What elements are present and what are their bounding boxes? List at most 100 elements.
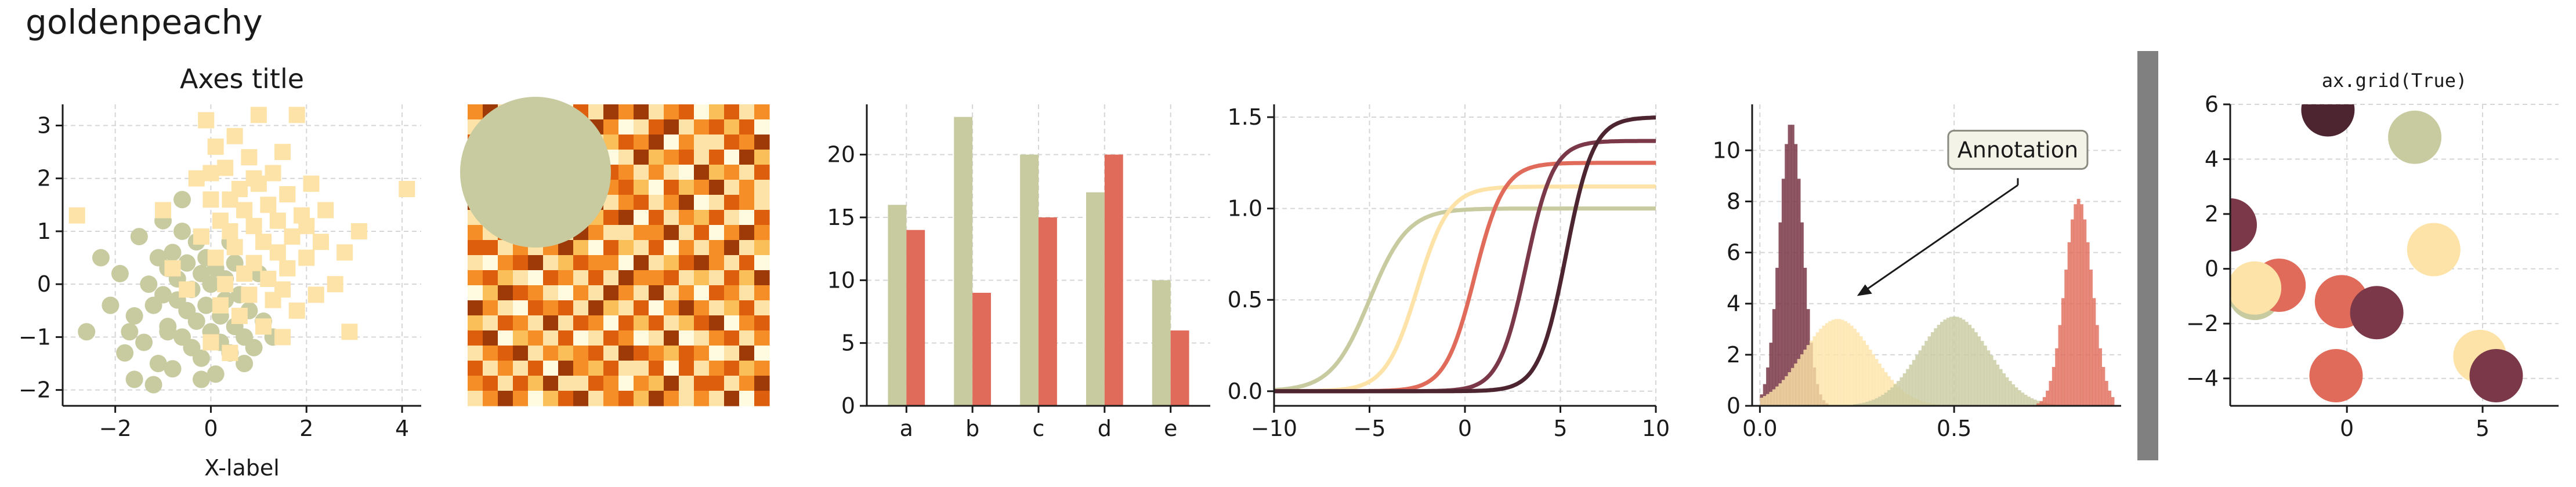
histogram-bar <box>2008 381 2012 406</box>
heatmap-cell <box>573 391 589 406</box>
histogram-bar <box>1893 384 1897 406</box>
x-tick-label: −5 <box>1353 416 1385 441</box>
heatmap-cell <box>483 300 498 316</box>
heatmap-cell <box>588 346 604 361</box>
histogram-bar <box>1971 328 1975 406</box>
histogram-bar <box>1769 391 1773 406</box>
heatmap-cell <box>618 315 634 331</box>
histogram-bar <box>2101 366 2105 406</box>
y-tick-label: 10 <box>827 267 855 293</box>
y-tick-label: 20 <box>827 142 855 168</box>
y-tick-label: 3 <box>37 112 51 138</box>
x-tick-label: a <box>900 416 913 441</box>
histogram-bar <box>1781 179 1785 406</box>
annotation-text: Annotation <box>1958 137 2078 162</box>
heatmap-cell <box>649 346 664 361</box>
heatmap-cell <box>709 240 725 256</box>
scatter-point-square <box>279 186 296 203</box>
heatmap-cell <box>754 150 770 165</box>
heatmap-cell <box>679 150 694 165</box>
heatmap-cell <box>679 135 694 150</box>
heatmap-cell <box>543 315 559 331</box>
heatmap-cell <box>664 180 679 195</box>
histogram-bar <box>1837 319 1841 406</box>
heatmap-cell <box>483 270 498 286</box>
scatter-point-square <box>255 234 272 250</box>
heatmap-cell <box>558 376 574 391</box>
histogram-bar <box>2005 377 2009 406</box>
x-tick-label: 10 <box>1642 416 1670 441</box>
heatmap-cell <box>603 225 619 241</box>
scatter-point-circle <box>178 254 196 272</box>
heatmap-cell <box>543 391 559 406</box>
heatmap-cell <box>634 376 649 391</box>
heatmap-cell <box>603 104 619 120</box>
histogram-bar <box>1980 341 1984 406</box>
histogram-bar <box>2095 325 2099 406</box>
heatmap-cell <box>694 240 710 256</box>
histogram-bar <box>1828 321 1832 406</box>
histogram-bar <box>1763 396 1767 406</box>
heatmap-cell <box>679 330 694 346</box>
scatter-point-square <box>265 165 281 181</box>
scatter-point-square <box>350 223 367 239</box>
panel-histograms: 0.0 0.5 0 2 4 6 8 10 Annotation <box>1713 104 2121 441</box>
heatmap-cell <box>468 376 483 391</box>
heatmap-cell <box>664 376 679 391</box>
heatmap-cell <box>754 270 770 286</box>
panel-sigmoid-lines: −10 −5 0 5 10 0.0 0.5 1.0 1.5 <box>1228 104 1670 441</box>
heatmap-cell <box>573 361 589 376</box>
histogram-bar <box>2052 366 2056 406</box>
histogram-bar <box>1949 317 1953 406</box>
heatmap-cell <box>483 346 498 361</box>
heatmap-cell <box>618 150 634 165</box>
heatmap-cell <box>558 346 574 361</box>
heatmap-cell <box>603 255 619 271</box>
scatter-point-circle <box>164 360 182 378</box>
heatmap-cell <box>739 346 755 361</box>
heatmap-cell <box>739 119 755 135</box>
histogram-bar <box>2083 219 2087 406</box>
heatmap-cell <box>528 300 544 316</box>
heatmap-cell <box>754 330 770 346</box>
heatmap-cell <box>739 135 755 150</box>
heatmap-cell <box>739 391 755 406</box>
y-tick-label: 8 <box>1727 188 1741 214</box>
scatter-point-circle <box>111 264 129 282</box>
heatmap-cell <box>664 300 679 316</box>
heatmap-cell <box>603 240 619 256</box>
heatmap-cell <box>603 391 619 406</box>
histogram-bar <box>1859 403 1863 406</box>
heatmap-cell <box>739 165 755 180</box>
histogram-bar <box>1868 401 1872 406</box>
x-tick-label: 0 <box>1458 416 1472 441</box>
heatmap-cell <box>573 315 589 331</box>
y-tick-label: 0 <box>37 271 51 297</box>
heatmap-cell <box>498 300 513 316</box>
y-tick-label: 1 <box>37 219 51 244</box>
histogram-bar <box>1884 392 1888 406</box>
scatter-point-square <box>245 217 262 234</box>
heatmap-cell <box>588 255 604 271</box>
heatmap-cell <box>618 346 634 361</box>
scatter-point-square <box>317 202 334 219</box>
heatmap-cell <box>468 225 483 241</box>
histogram-bar <box>2074 204 2078 406</box>
histogram-bar <box>1962 319 1966 406</box>
scatter-point-square <box>217 159 234 176</box>
heatmap-cell <box>739 300 755 316</box>
heatmap-cell <box>618 180 634 195</box>
histogram-bar <box>2036 403 2040 406</box>
heatmap-cell <box>739 104 755 120</box>
scatter-point-square <box>399 180 415 197</box>
histogram-bar <box>1977 336 1981 406</box>
heatmap-cell <box>694 180 710 195</box>
histogram-bar <box>1937 325 1941 406</box>
y-tick-label: 0.5 <box>1228 287 1262 312</box>
y-tick-label: 6 <box>2205 92 2219 117</box>
histogram-bar <box>2046 390 2049 406</box>
heatmap-cell <box>483 330 498 346</box>
scatter-point-square <box>241 286 258 303</box>
histogram-bar <box>1840 319 1844 406</box>
